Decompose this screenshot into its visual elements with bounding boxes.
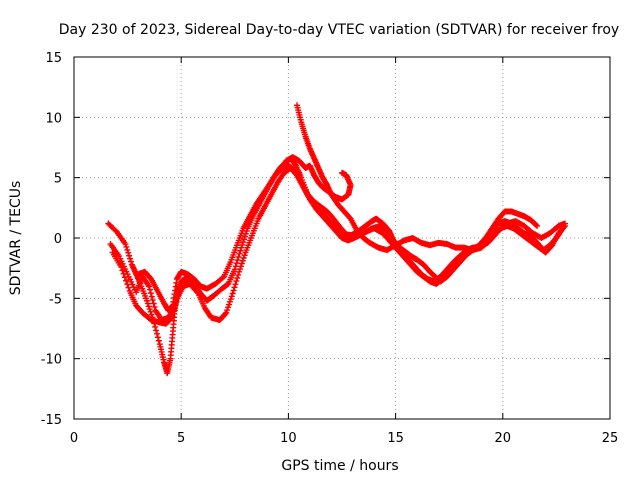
y-axis-label: SDTVAR / TECUs: [8, 181, 24, 296]
data-point: [233, 260, 240, 267]
data-point: [118, 263, 125, 270]
data-point: [240, 254, 247, 261]
data-point: [240, 236, 247, 243]
data-point: [146, 283, 153, 290]
series-track-5: [276, 154, 354, 203]
data-point: [197, 283, 204, 290]
data-point: [125, 249, 132, 256]
data-point: [123, 277, 130, 284]
data-point: [236, 268, 243, 275]
data-point: [234, 257, 241, 264]
data-point: [239, 257, 246, 264]
data-point: [148, 293, 155, 300]
x-tick-label: 25: [602, 431, 619, 446]
data-point: [226, 298, 233, 305]
y-tick-label: 5: [54, 172, 62, 187]
y-tick-label: 15: [45, 51, 62, 66]
data-point: [119, 267, 126, 274]
y-tick-label: 10: [45, 111, 62, 126]
data-point: [124, 281, 131, 288]
data-point: [144, 300, 151, 307]
data-point: [228, 293, 235, 300]
x-tick-label: 15: [387, 431, 404, 446]
y-tick-label: -10: [41, 353, 62, 368]
data-point: [225, 304, 232, 311]
data-point: [237, 263, 244, 270]
data-point: [120, 270, 127, 277]
data-point: [153, 327, 160, 334]
data-point: [238, 244, 245, 251]
data-point: [122, 241, 129, 248]
data-point: [124, 246, 131, 253]
x-axis-label: GPS time / hours: [281, 458, 398, 474]
data-point: [232, 281, 239, 288]
data-point: [222, 310, 229, 317]
data-point: [149, 297, 156, 304]
data-point: [239, 241, 246, 248]
chart-title: Day 230 of 2023, Sidereal Day-to-day VTE…: [59, 22, 619, 38]
y-tick-label: 0: [54, 232, 62, 247]
data-point: [125, 284, 132, 291]
data-point: [127, 255, 134, 262]
data-point: [236, 250, 243, 257]
series-track-6: [135, 268, 204, 314]
data-point: [148, 311, 155, 318]
x-tick-label: 20: [495, 431, 512, 446]
data-point: [533, 222, 540, 229]
data-point: [147, 308, 154, 315]
data-point: [231, 266, 238, 273]
data-point: [223, 309, 230, 316]
data-point: [240, 239, 247, 246]
data-point: [196, 282, 203, 289]
data-point: [561, 220, 568, 227]
data-point: [152, 323, 159, 330]
data-point: [241, 252, 248, 259]
data-point: [123, 243, 130, 250]
data-point: [146, 286, 153, 293]
x-tick-label: 0: [70, 431, 78, 446]
data-point: [147, 290, 154, 297]
data-point: [534, 222, 541, 229]
data-point: [155, 337, 162, 344]
data-point: [151, 303, 158, 310]
x-tick-label: 10: [280, 431, 297, 446]
x-tick-label: 5: [177, 431, 185, 446]
data-point: [235, 253, 242, 260]
data-point: [145, 303, 152, 310]
data-point: [121, 274, 128, 281]
data-point: [126, 252, 133, 259]
data-point: [233, 278, 240, 285]
data-point: [154, 334, 161, 341]
data-point: [219, 274, 226, 281]
data-point: [231, 284, 238, 291]
data-point: [154, 330, 161, 337]
data-point: [224, 307, 231, 314]
data-point: [237, 247, 244, 254]
data-point: [238, 260, 245, 267]
data-point: [241, 233, 248, 240]
data-point: [230, 287, 237, 294]
data-point: [127, 258, 134, 265]
data-point: [229, 290, 236, 297]
data-point: [237, 266, 244, 273]
y-tick-label: -5: [49, 292, 62, 307]
data-point: [339, 169, 345, 176]
data-point: [225, 301, 232, 308]
data-point: [227, 296, 234, 303]
data-marks: [105, 102, 568, 377]
y-tick-label: -15: [41, 413, 62, 428]
data-point: [150, 300, 157, 307]
data-point: [234, 274, 241, 281]
data-point: [146, 306, 153, 313]
data-point: [235, 271, 242, 278]
axis-ticks: 0 5 10 15 20 25 -15 -10 -5 0 5 10 15: [41, 51, 619, 446]
data-point: [143, 297, 150, 304]
data-point: [168, 314, 175, 321]
data-point: [232, 263, 239, 270]
